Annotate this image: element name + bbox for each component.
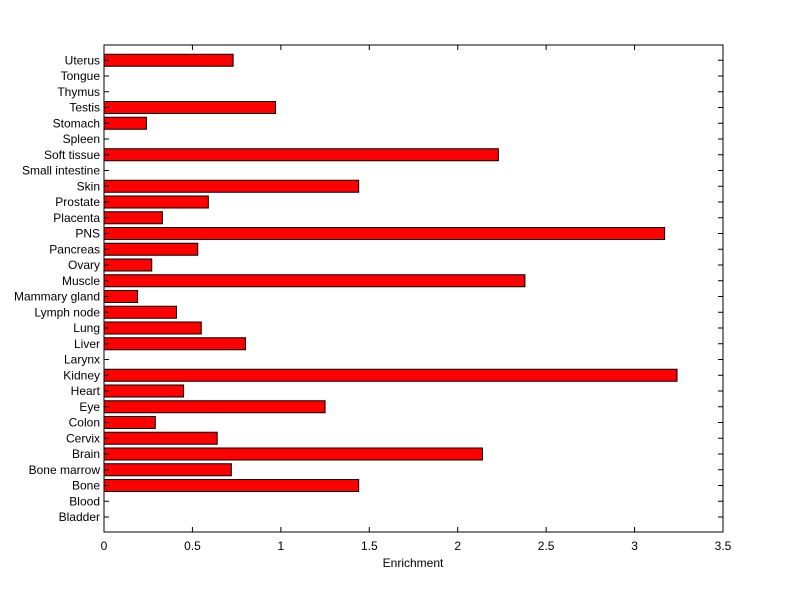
x-tick-label: 2 — [454, 539, 461, 553]
bar — [103, 321, 202, 335]
y-tick-label: Colon — [69, 416, 100, 430]
y-tick-label: Soft tissue — [44, 148, 100, 162]
bar — [103, 101, 277, 114]
y-tick-label: Thymus — [57, 85, 100, 99]
bar — [103, 384, 185, 398]
y-tick-label: Testis — [69, 101, 100, 115]
y-tick-label: Lung — [73, 321, 100, 335]
x-tick-label: 1 — [278, 539, 285, 553]
bar — [103, 53, 234, 67]
y-tick-label: Prostate — [55, 195, 100, 209]
y-tick-label: Lymph node — [34, 305, 100, 319]
bar — [103, 479, 360, 492]
bar — [103, 211, 163, 225]
y-tick-label: Ovary — [68, 258, 100, 272]
y-tick-label: Placenta — [53, 211, 100, 225]
y-tick-label: Tongue — [61, 69, 101, 83]
bar — [103, 368, 678, 382]
x-axis-label: Enrichment — [383, 556, 444, 570]
y-tick-label: Larynx — [64, 353, 100, 367]
bar — [103, 400, 326, 414]
bar — [103, 227, 666, 240]
bar — [103, 242, 199, 256]
x-tick-label: 3 — [631, 539, 638, 553]
bar — [103, 463, 232, 477]
y-tick-label: Liver — [74, 337, 100, 351]
x-tick-label: 2.5 — [538, 539, 555, 553]
y-tick-label: Uterus — [65, 53, 100, 67]
y-tick-label: Skin — [77, 179, 100, 193]
bar — [103, 274, 526, 288]
y-tick-label: Mammary gland — [14, 290, 100, 304]
y-tick-label: Bone marrow — [29, 463, 101, 477]
bar — [103, 179, 360, 193]
y-tick-label: Stomach — [53, 116, 100, 130]
bar — [103, 195, 209, 209]
y-tick-label: Blood — [69, 494, 100, 508]
bars-group — [103, 53, 678, 492]
bar — [103, 148, 499, 162]
y-tick-label: Bone — [72, 479, 100, 493]
x-tick-label: 0.5 — [184, 539, 201, 553]
x-tick-label: 3.5 — [715, 539, 732, 553]
y-tick-label: PNS — [75, 227, 100, 241]
bar — [103, 447, 483, 461]
y-tick-label: Spleen — [63, 132, 100, 146]
bar — [103, 258, 153, 272]
y-tick-label: Heart — [71, 384, 101, 398]
y-tick-label: Cervix — [66, 431, 100, 445]
y-tick-label: Bladder — [59, 510, 100, 524]
y-tick-label: Pancreas — [49, 242, 100, 256]
x-tick-label: 1.5 — [361, 539, 378, 553]
x-tick-label: 0 — [101, 539, 108, 553]
bar — [103, 337, 246, 351]
y-tick-label: Eye — [79, 400, 100, 414]
y-tick-label: Kidney — [63, 368, 100, 382]
bar — [103, 305, 178, 319]
plot-frame — [103, 44, 724, 533]
y-tick-label: Small intestine — [22, 164, 100, 178]
y-tick-label: Brain — [72, 447, 100, 461]
bar — [103, 416, 156, 429]
bar — [103, 116, 147, 130]
y-tick-label: Muscle — [62, 274, 100, 288]
bar — [103, 431, 218, 445]
bar — [103, 290, 139, 303]
